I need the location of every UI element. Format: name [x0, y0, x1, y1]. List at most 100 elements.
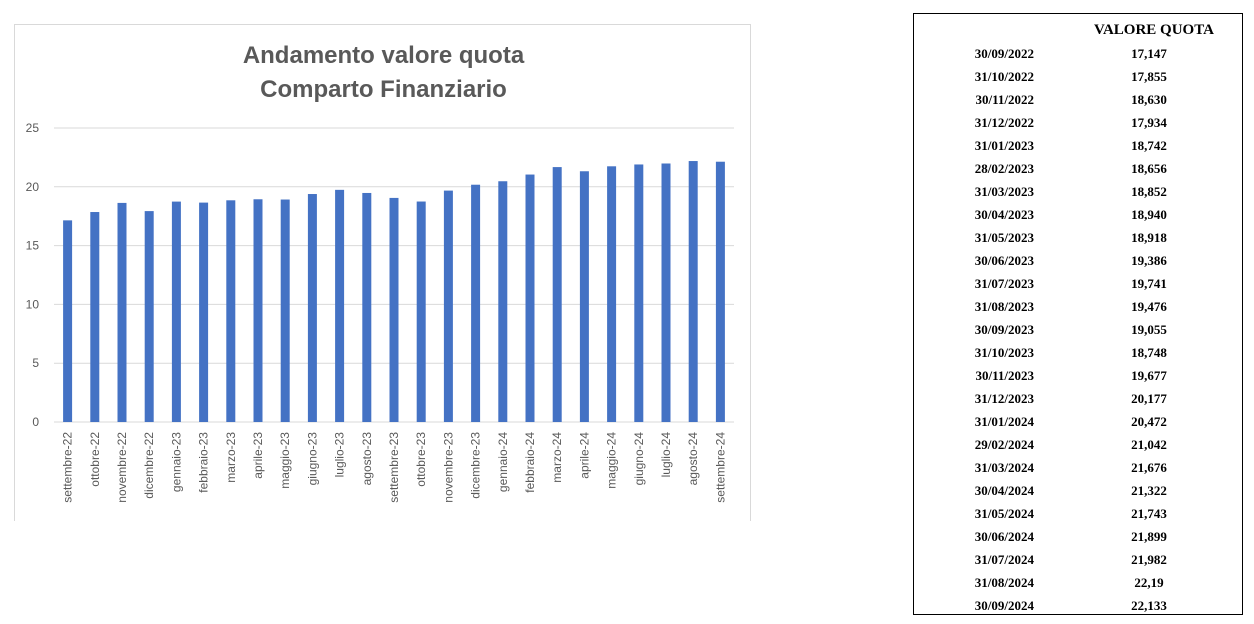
bar-settembre-24 — [715, 161, 725, 422]
x-tick-label: marzo-24 — [550, 432, 564, 483]
row-value: 19,386 — [1131, 253, 1167, 268]
row-value: 21,899 — [1131, 529, 1167, 544]
row-value: 21,042 — [1131, 437, 1167, 452]
y-tick-label: 10 — [26, 297, 40, 311]
x-tick-label: novembre-23 — [441, 432, 455, 503]
row-date: 30/04/2024 — [974, 483, 1034, 498]
row-date: 31/05/2024 — [974, 506, 1034, 521]
row-date: 31/10/2023 — [974, 345, 1034, 360]
row-date: 31/05/2023 — [974, 230, 1034, 245]
table-row: 31/08/2024 22,19 — [914, 575, 1242, 598]
chart-title: Andamento valore quota Comparto Finanzia… — [15, 39, 752, 107]
chart-container: Andamento valore quota Comparto Finanzia… — [14, 24, 751, 521]
x-tick-label: settembre-22 — [61, 432, 75, 503]
row-date: 31/12/2022 — [974, 115, 1034, 130]
table-row: 31/10/2022 17,855 — [914, 69, 1242, 92]
row-value: 17,934 — [1131, 115, 1167, 130]
x-tick-label: marzo-23 — [224, 432, 238, 483]
row-date: 31/07/2023 — [974, 276, 1034, 291]
row-date: 30/11/2022 — [975, 92, 1034, 107]
row-date: 30/06/2023 — [974, 253, 1034, 268]
table-row: 31/05/2024 21,743 — [914, 506, 1242, 529]
row-value: 20,472 — [1131, 414, 1167, 429]
bar-agosto-23 — [362, 192, 372, 422]
row-value: 18,656 — [1131, 161, 1167, 176]
bar-maggio-24 — [607, 166, 617, 422]
table-row: 31/03/2024 21,676 — [914, 460, 1242, 483]
row-date: 31/08/2024 — [974, 575, 1034, 590]
valore-quota-table: VALORE QUOTA 30/09/2022 17,147 31/10/2022 1… — [913, 13, 1243, 615]
table-row: 31/01/2024 20,472 — [914, 414, 1242, 437]
row-date: 31/07/2024 — [974, 552, 1034, 567]
bar-novembre-23 — [443, 190, 453, 422]
row-date: 31/01/2023 — [974, 138, 1034, 153]
x-tick-label: ottobre-23 — [414, 432, 428, 487]
x-tick-label: agosto-24 — [686, 432, 700, 486]
x-tick-label: ottobre-22 — [88, 432, 102, 487]
row-value: 19,677 — [1131, 368, 1167, 383]
table-row: 31/08/2023 19,476 — [914, 299, 1242, 322]
bar-giugno-24 — [634, 164, 644, 422]
bar-chart: 0 5 10 15 20 25 settembre-22 ottobre-22 novembre… — [26, 121, 734, 503]
bar-luglio-24 — [661, 163, 671, 422]
row-date: 31/01/2024 — [974, 414, 1034, 429]
x-tick-label: luglio-24 — [659, 432, 673, 478]
row-value: 21,743 — [1131, 506, 1167, 521]
x-tick-label: giugno-24 — [632, 432, 646, 486]
row-value: 21,982 — [1131, 552, 1167, 567]
y-tick-label: 20 — [26, 180, 40, 194]
table-row: 30/11/2023 19,677 — [914, 368, 1242, 391]
row-date: 30/09/2022 — [974, 46, 1034, 61]
bar-agosto-24 — [688, 161, 698, 422]
x-tick-label: novembre-22 — [115, 432, 129, 503]
row-value: 19,055 — [1131, 322, 1167, 337]
row-date: 31/08/2023 — [974, 299, 1034, 314]
table-row: 30/09/2023 19,055 — [914, 322, 1242, 345]
row-value: 21,676 — [1131, 460, 1167, 475]
row-date: 31/12/2023 — [974, 391, 1034, 406]
x-tick-label: agosto-23 — [360, 432, 374, 486]
table-row: 30/06/2024 21,899 — [914, 529, 1242, 552]
row-date: 30/04/2023 — [974, 207, 1034, 222]
row-value: 18,940 — [1131, 207, 1167, 222]
row-value: 18,630 — [1131, 92, 1167, 107]
bar-gennaio-24 — [498, 181, 508, 422]
row-date: 28/02/2023 — [974, 161, 1034, 176]
table-row: 29/02/2024 21,042 — [914, 437, 1242, 460]
row-date: 30/09/2023 — [974, 322, 1034, 337]
x-tick-label: luglio-23 — [333, 432, 347, 478]
row-value: 18,748 — [1131, 345, 1167, 360]
x-tick-label: settembre-24 — [713, 432, 727, 503]
row-date: 30/09/2024 — [974, 598, 1034, 613]
row-value: 22,19 — [1134, 575, 1164, 590]
x-tick-label: febbraio-24 — [523, 432, 537, 493]
y-tick-label: 15 — [26, 239, 40, 253]
bar-settembre-22 — [63, 220, 73, 422]
x-tick-label: giugno-23 — [305, 432, 319, 486]
table-row: 31/05/2023 18,918 — [914, 230, 1242, 253]
x-tick-label: maggio-24 — [605, 432, 619, 489]
row-value: 18,852 — [1131, 184, 1167, 199]
row-value: 22,133 — [1131, 598, 1167, 613]
table-row: 30/06/2023 19,386 — [914, 253, 1242, 276]
bar-marzo-23 — [226, 200, 236, 422]
x-tick-label: settembre-23 — [387, 432, 401, 503]
x-tick-label: gennaio-24 — [496, 432, 510, 492]
table-row: 30/09/2022 17,147 — [914, 46, 1242, 69]
bar-febbraio-24 — [525, 174, 535, 422]
chart-title-line-1: Andamento valore quota — [242, 42, 525, 69]
row-value: 21,322 — [1131, 483, 1167, 498]
chart-title-line-2: Comparto Finanziario — [260, 76, 507, 103]
y-tick-label: 0 — [32, 415, 39, 429]
bar-settembre-23 — [389, 197, 399, 422]
table-row: 31/10/2023 18,748 — [914, 345, 1242, 368]
row-value: 18,918 — [1131, 230, 1167, 245]
table-row: 31/01/2023 18,742 — [914, 138, 1242, 161]
bar-dicembre-23 — [471, 184, 481, 422]
table-row: 30/04/2024 21,322 — [914, 483, 1242, 506]
bar-novembre-22 — [117, 202, 127, 422]
table-row: 30/04/2023 18,940 — [914, 207, 1242, 230]
bar-dicembre-22 — [144, 211, 154, 422]
row-value: 18,742 — [1131, 138, 1167, 153]
row-date: 31/10/2022 — [974, 69, 1034, 84]
